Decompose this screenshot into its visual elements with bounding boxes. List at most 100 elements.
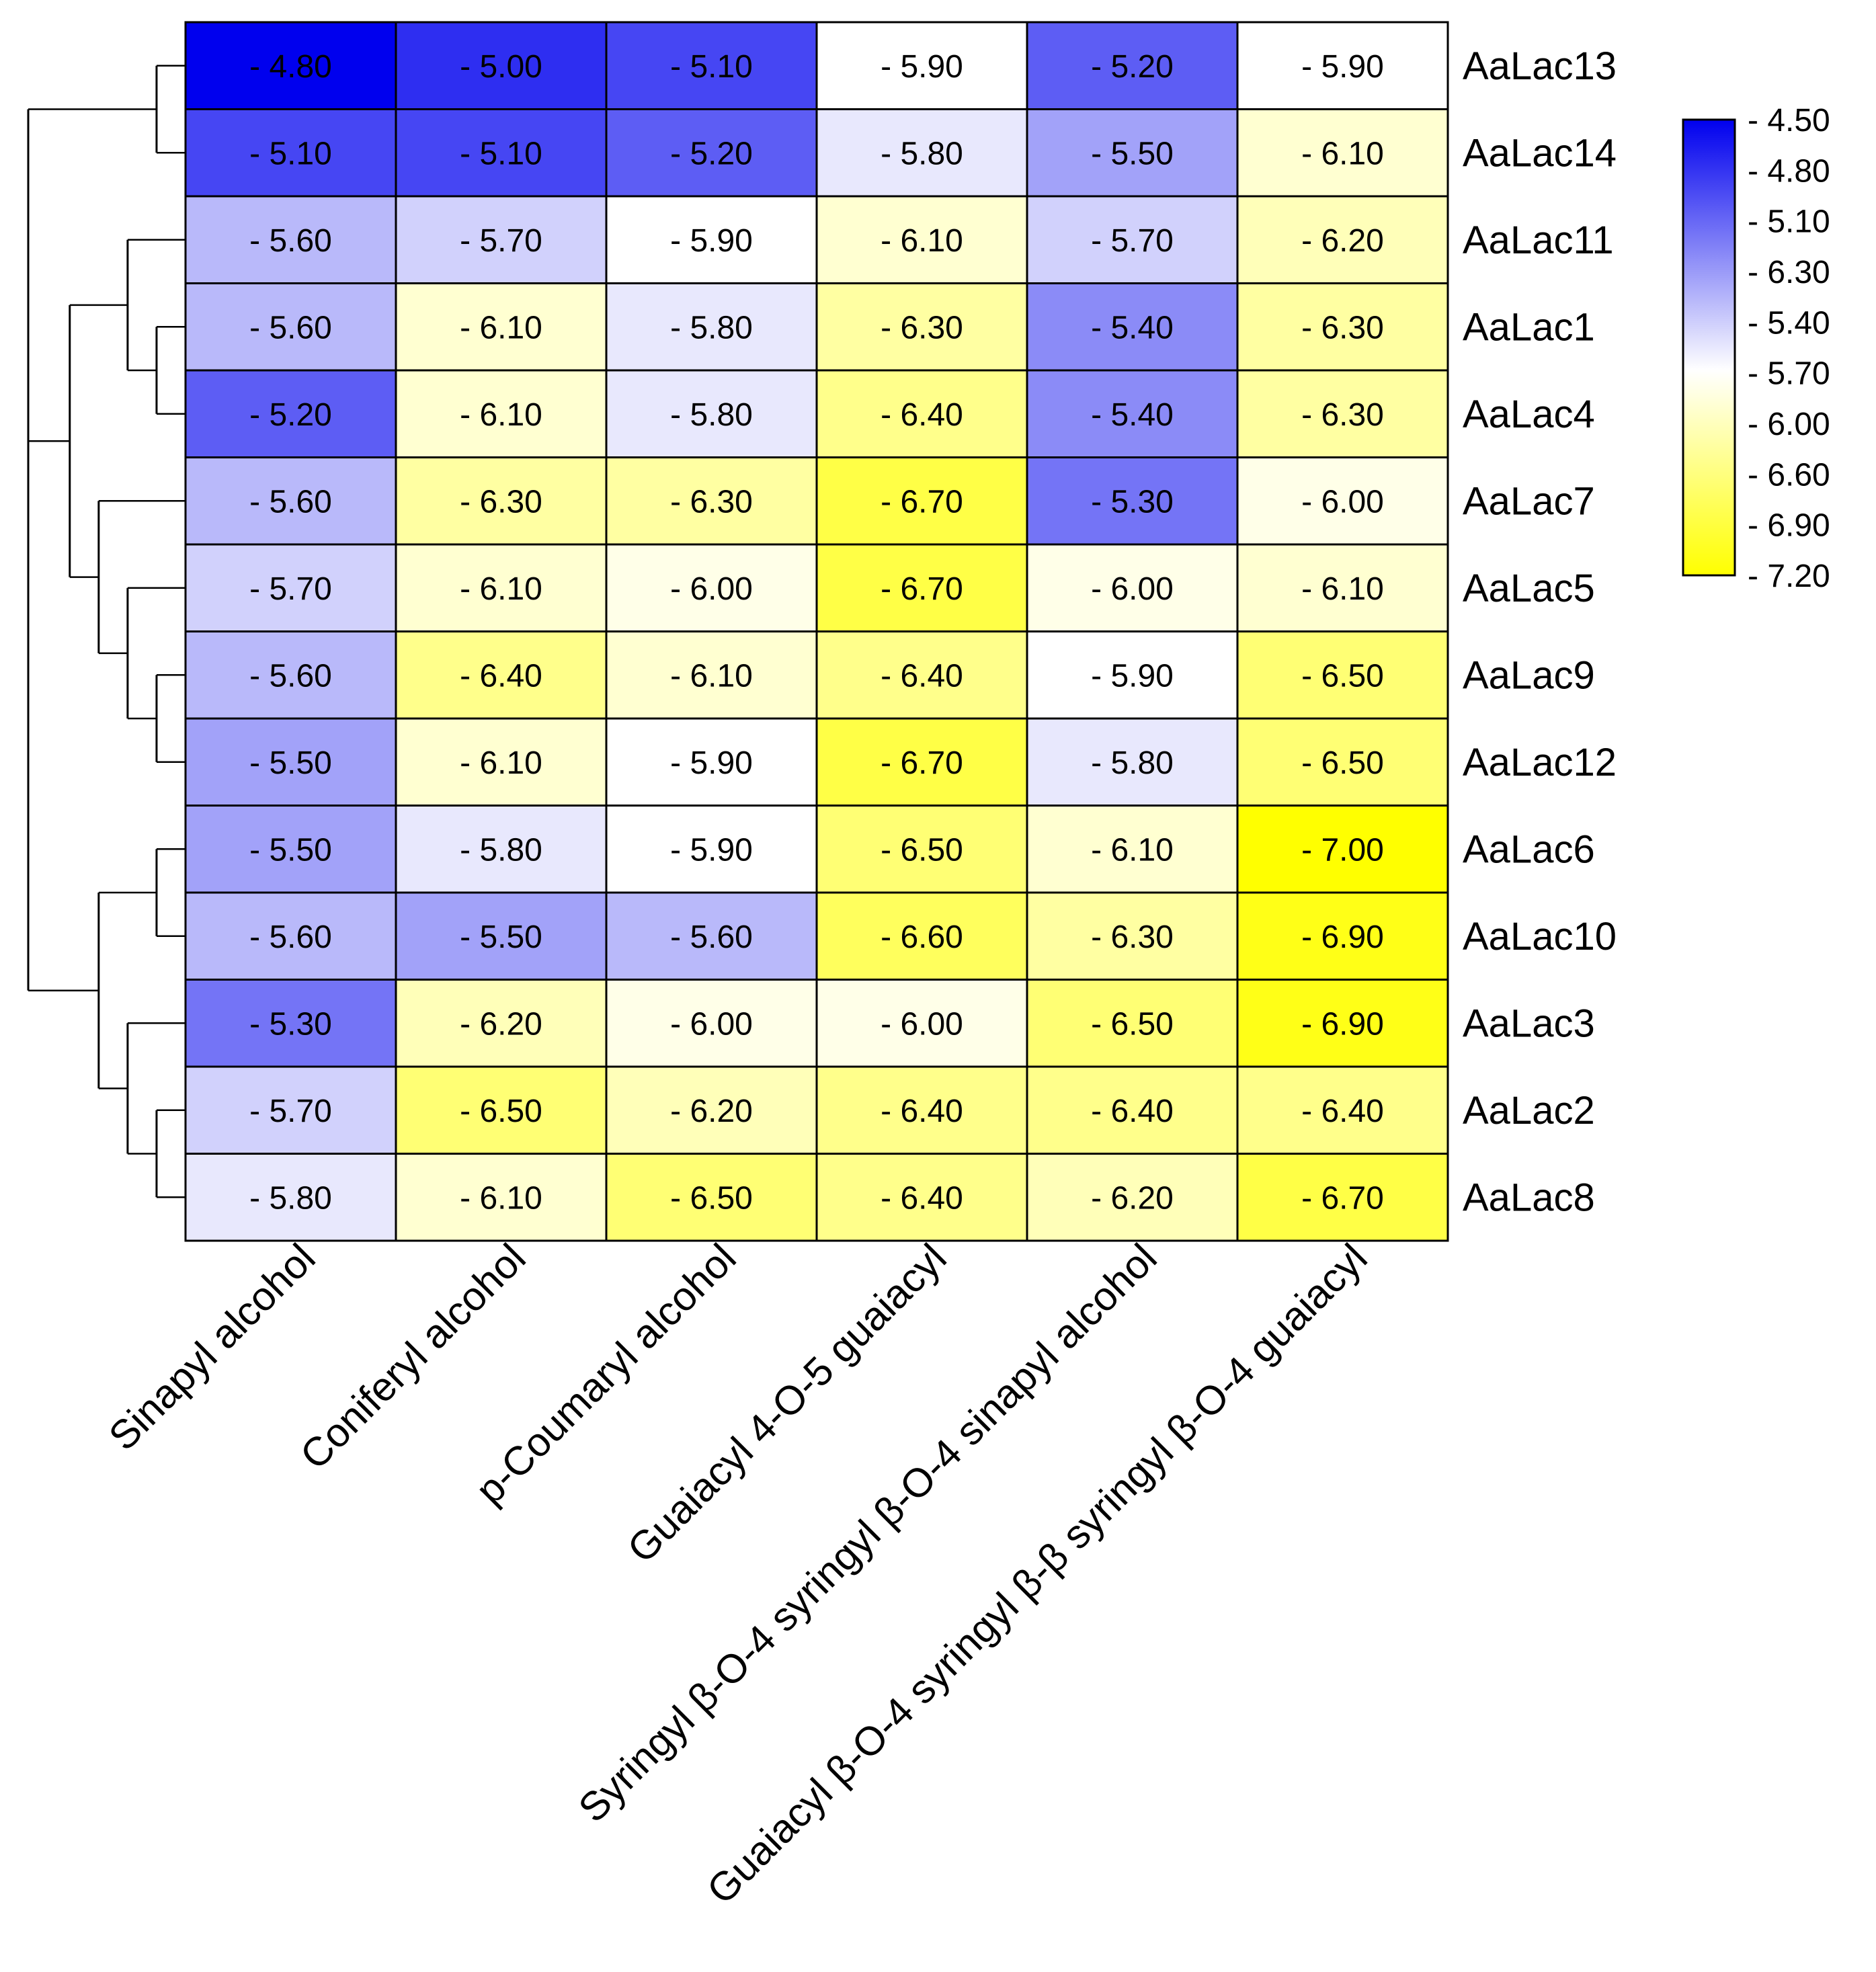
cell-AaLac11-0: [184, 195, 397, 284]
cell-AaLac13-4: [1026, 21, 1239, 110]
cell-value-label: - 6.40: [1091, 1094, 1174, 1129]
cell-AaLac4-5: [1236, 369, 1449, 458]
cell-value-label: - 5.70: [249, 1094, 332, 1129]
cell-value-label: - 5.60: [249, 310, 332, 345]
cell-AaLac5-4: [1026, 543, 1239, 632]
cell-value-label: - 5.70: [460, 223, 542, 259]
column-label: Sinapyl alcohol: [100, 1235, 324, 1459]
cell-AaLac9-1: [395, 630, 608, 720]
legend-tick-label: - 5.10: [1748, 204, 1830, 240]
cell-value-label: - 7.00: [1301, 832, 1384, 868]
cell-value-label: - 6.30: [670, 484, 753, 520]
cell-value-label: - 6.40: [881, 397, 963, 433]
cell-value-label: - 6.90: [1301, 919, 1384, 955]
cell-AaLac2-4: [1026, 1065, 1239, 1155]
cell-AaLac8-3: [815, 1153, 1028, 1242]
cell-value-label: - 6.50: [881, 832, 963, 868]
cell-value-label: - 5.70: [1091, 223, 1174, 259]
cell-value-label: - 5.40: [1091, 310, 1174, 345]
cell-AaLac14-3: [815, 108, 1028, 198]
cell-AaLac14-4: [1026, 108, 1239, 198]
column-label: Coniferyl alcohol: [292, 1235, 534, 1478]
cell-AaLac6-5: [1236, 805, 1449, 894]
cell-AaLac9-3: [815, 630, 1028, 720]
row-label: AaLac8: [1463, 1176, 1595, 1219]
row-label: AaLac3: [1463, 1001, 1595, 1045]
cell-value-label: - 6.70: [881, 745, 963, 781]
cell-value-label: - 5.80: [1091, 745, 1174, 781]
cell-value-label: - 5.80: [249, 1180, 332, 1216]
cell-AaLac3-1: [395, 979, 608, 1068]
cell-value-label: - 6.00: [670, 571, 753, 607]
cell-value-label: - 5.80: [460, 832, 542, 868]
cell-AaLac11-5: [1236, 195, 1449, 284]
cell-AaLac14-1: [395, 108, 608, 198]
row-label: AaLac4: [1463, 393, 1595, 436]
row-labels: AaLac13 AaLac14 AaLac11 AaLac1 AaLac4 AaLac7 A…: [1463, 44, 1617, 1220]
cell-value-label: - 6.70: [1301, 1180, 1384, 1216]
legend-tick-label: - 6.90: [1748, 508, 1830, 544]
cell-value-label: - 5.30: [1091, 484, 1174, 520]
cell-AaLac9-2: [605, 630, 818, 720]
row-label: AaLac2: [1463, 1089, 1595, 1133]
cell-value-label: - 6.10: [460, 745, 542, 781]
cell-value-label: - 5.60: [670, 919, 753, 955]
cell-AaLac11-3: [815, 195, 1028, 284]
cell-value-label: - 6.50: [1301, 745, 1384, 781]
cell-AaLac4-4: [1026, 369, 1239, 458]
cell-value-label: - 6.50: [670, 1180, 753, 1216]
cell-value-label: - 5.90: [1091, 658, 1174, 694]
cell-value-label: - 5.60: [249, 223, 332, 259]
cell-AaLac9-0: [184, 630, 397, 720]
cell-AaLac3-3: [815, 979, 1028, 1068]
cell-value-label: - 5.10: [460, 136, 542, 171]
cell-value-label: - 6.40: [881, 658, 963, 694]
cell-value-label: - 6.40: [881, 1180, 963, 1216]
cell-value-label: - 5.50: [460, 919, 542, 955]
cell-AaLac4-1: [395, 369, 608, 458]
cell-value-label: - 6.20: [460, 1006, 542, 1042]
cell-value-label: - 6.20: [1301, 223, 1384, 259]
cell-AaLac13-2: [605, 21, 818, 110]
cell-AaLac6-1: [395, 805, 608, 894]
cell-value-label: - 6.90: [1301, 1006, 1384, 1042]
cell-value-label: - 5.00: [460, 49, 542, 85]
cell-value-label: - 6.20: [1091, 1180, 1174, 1216]
cell-AaLac8-2: [605, 1153, 818, 1242]
cell-AaLac9-4: [1026, 630, 1239, 720]
cell-AaLac6-4: [1026, 805, 1239, 894]
cell-value-label: - 6.10: [460, 397, 542, 433]
cell-value-label: - 6.00: [670, 1006, 753, 1042]
cell-value-label: - 6.50: [460, 1094, 542, 1129]
color-legend: - 4.50 - 4.80 - 5.10 - 6.30 - 5.40 - 5.70 - 6.…: [1682, 103, 1830, 594]
legend-tick-label: - 5.70: [1748, 356, 1830, 392]
cell-AaLac11-1: [395, 195, 608, 284]
cell-value-label: - 5.40: [1091, 397, 1174, 433]
cell-value-label: - 4.80: [249, 49, 332, 85]
cell-AaLac2-5: [1236, 1065, 1449, 1155]
legend-tick-label: - 7.20: [1748, 559, 1830, 594]
cell-AaLac12-1: [395, 717, 608, 807]
cell-value-label: - 6.70: [881, 571, 963, 607]
cell-AaLac8-4: [1026, 1153, 1239, 1242]
cell-AaLac12-2: [605, 717, 818, 807]
cell-value-label: - 6.30: [460, 484, 542, 520]
cell-AaLac13-0: [184, 21, 397, 110]
legend-ticks: - 4.50 - 4.80 - 5.10 - 6.30 - 5.40 - 5.70 - 6.…: [1748, 103, 1830, 594]
cell-value-label: - 5.90: [1301, 49, 1384, 85]
cell-AaLac5-1: [395, 543, 608, 632]
cell-value-label: - 5.20: [1091, 49, 1174, 85]
cell-AaLac1-4: [1026, 282, 1239, 372]
cell-AaLac10-3: [815, 891, 1028, 981]
cell-value-label: - 5.50: [249, 745, 332, 781]
cell-AaLac6-2: [605, 805, 818, 894]
cell-AaLac8-1: [395, 1153, 608, 1242]
cell-value-label: - 6.10: [1301, 136, 1384, 171]
cell-value-label: - 6.10: [460, 571, 542, 607]
legend-tick-label: - 5.40: [1748, 305, 1830, 341]
cell-AaLac10-4: [1026, 891, 1239, 981]
cell-AaLac5-5: [1236, 543, 1449, 632]
row-label: AaLac12: [1463, 741, 1617, 784]
